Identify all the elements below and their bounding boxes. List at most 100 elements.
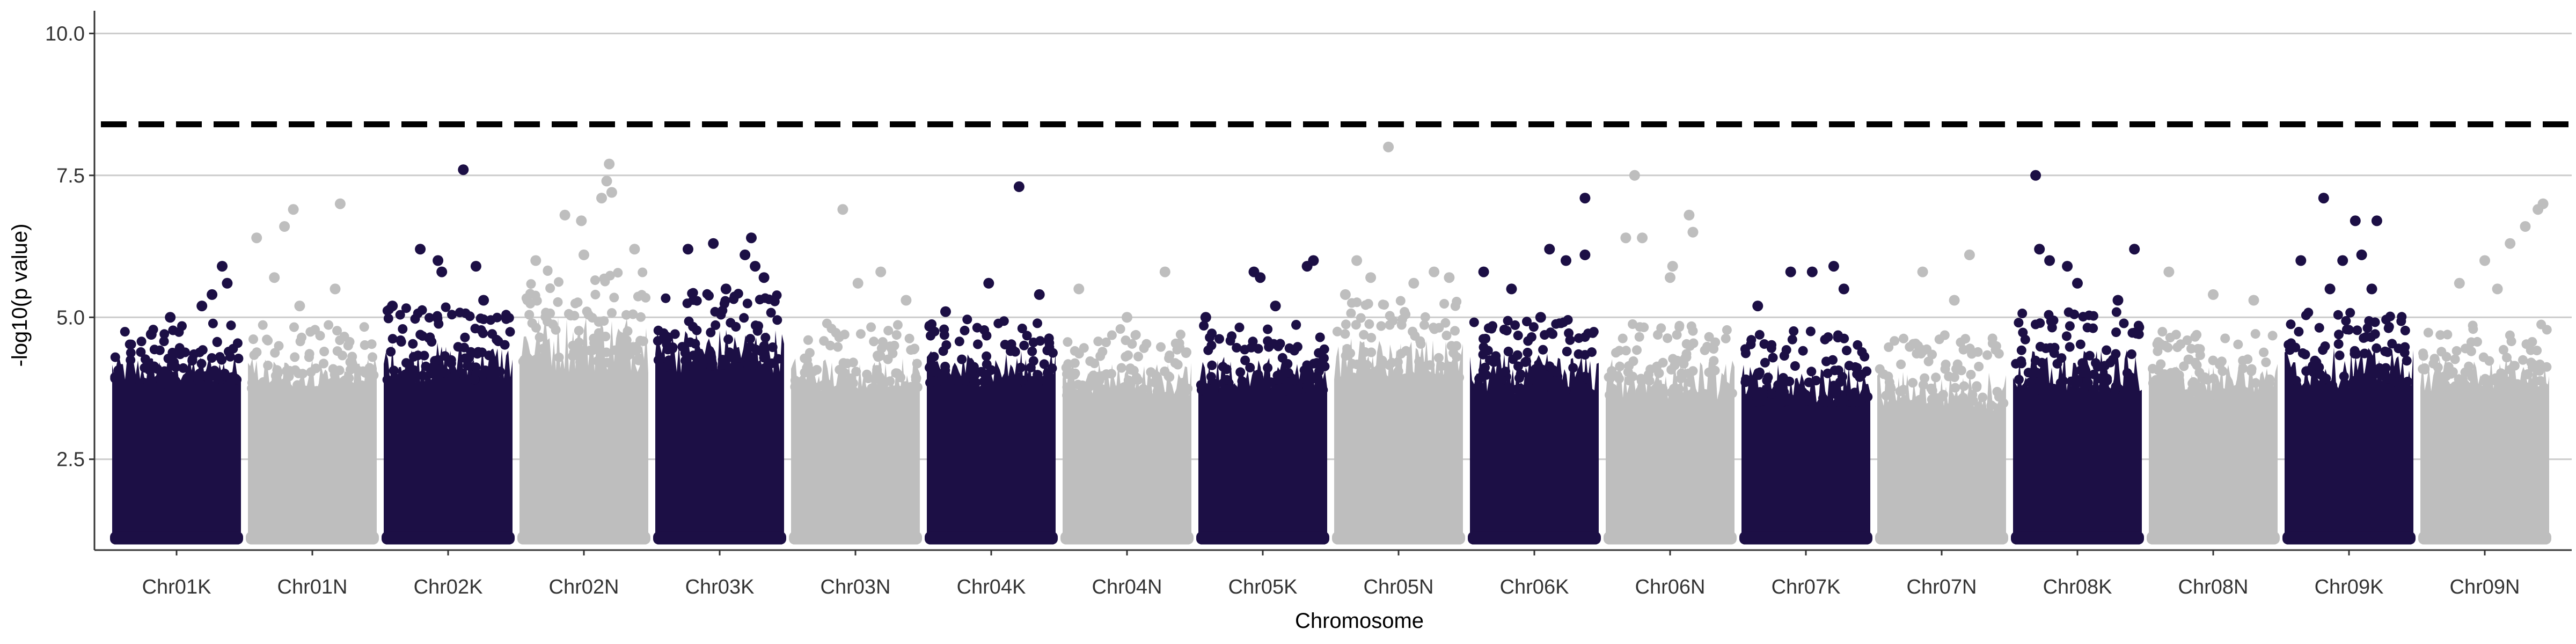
- snp-point: [2076, 365, 2086, 375]
- snp-peak-point: [415, 244, 426, 255]
- snp-point: [621, 335, 632, 345]
- snp-point: [207, 353, 217, 363]
- snp-point: [2460, 367, 2470, 377]
- snp-point: [1163, 371, 1174, 381]
- snp-point: [2536, 319, 2546, 330]
- snp-point: [1614, 374, 1624, 384]
- snp-point: [492, 334, 502, 345]
- snp-point: [1746, 339, 1756, 349]
- snp-point: [710, 306, 720, 317]
- snp-point: [1162, 391, 1173, 401]
- snp-point: [1958, 345, 1968, 355]
- snp-point: [337, 384, 347, 394]
- snp-peak-point: [596, 193, 607, 204]
- snp-point: [2267, 389, 2277, 399]
- snp-point: [2441, 371, 2451, 381]
- dense-band: [791, 358, 920, 545]
- snp-point: [1175, 330, 1185, 340]
- snp-point: [628, 342, 638, 352]
- snp-point: [2202, 375, 2213, 385]
- snp-point: [270, 371, 281, 381]
- snp-point: [772, 315, 782, 325]
- snp-point: [2362, 323, 2373, 333]
- snp-peak-point: [1408, 277, 1419, 289]
- snp-point: [531, 323, 541, 333]
- snp-point: [566, 311, 576, 321]
- snp-point: [1634, 332, 1644, 342]
- snp-peak-point: [2248, 295, 2259, 306]
- snp-point: [486, 315, 496, 325]
- snp-point: [2048, 384, 2059, 394]
- snp-point: [2016, 358, 2026, 369]
- snp-point: [1972, 381, 1982, 391]
- snp-point: [253, 380, 263, 390]
- snp-point: [745, 334, 756, 344]
- snp-point: [2398, 380, 2409, 390]
- snp-point: [1044, 333, 1054, 343]
- snp-peak-point: [330, 283, 341, 295]
- snp-point: [501, 314, 511, 324]
- snp-peak-point: [576, 215, 587, 226]
- snp-point: [1245, 362, 1255, 372]
- snp-point: [338, 350, 347, 361]
- snp-point: [1778, 373, 1788, 383]
- snp-point: [1181, 348, 1191, 358]
- snp-point: [2151, 390, 2161, 400]
- snp-point: [1063, 337, 1073, 347]
- snp-point: [2025, 377, 2036, 387]
- snp-point: [1309, 374, 1319, 384]
- snp-point: [159, 366, 170, 376]
- snp-point: [2209, 390, 2220, 400]
- x-tick-label: Chr05K: [1228, 576, 1298, 598]
- snp-point: [178, 363, 188, 373]
- snp-point: [1587, 328, 1598, 338]
- snp-point: [1607, 366, 1617, 376]
- snp-point: [526, 279, 536, 289]
- x-tick-label: Chr02K: [414, 576, 483, 598]
- snp-point: [2083, 378, 2093, 388]
- x-tick-label: Chr05N: [1364, 576, 1434, 598]
- snp-point: [653, 355, 663, 365]
- snp-point: [1315, 332, 1325, 342]
- snp-point: [1709, 356, 1719, 366]
- snp-peak-point: [2163, 266, 2175, 277]
- x-tick-label: Chr04K: [957, 576, 1026, 598]
- snp-point: [1448, 348, 1459, 358]
- snp-point: [2344, 325, 2354, 335]
- snp-point: [1401, 346, 1411, 356]
- snp-point: [2491, 376, 2501, 386]
- snp-point: [2156, 359, 2166, 369]
- snp-point: [2246, 366, 2257, 376]
- snp-point: [727, 353, 737, 363]
- snp-point: [2216, 356, 2227, 367]
- snp-peak-point: [251, 232, 262, 244]
- snp-peak-point: [983, 277, 994, 289]
- snp-point: [875, 372, 885, 382]
- snp-point: [588, 345, 598, 355]
- snp-peak-point: [1340, 289, 1351, 300]
- snp-point: [1766, 389, 1776, 399]
- snp-point: [1754, 367, 1765, 377]
- snp-point: [2359, 333, 2369, 343]
- snp-point: [1131, 372, 1141, 383]
- snp-point: [1952, 359, 1963, 369]
- snp-point: [126, 378, 136, 389]
- snp-point: [1348, 372, 1358, 383]
- snp-point: [1767, 340, 1777, 350]
- snp-point: [613, 268, 623, 278]
- snp-point: [413, 350, 423, 361]
- snp-point: [1531, 368, 1541, 378]
- dense-band: [1877, 371, 2006, 545]
- snp-peak-point: [2492, 283, 2503, 295]
- snp-point: [2352, 325, 2362, 335]
- x-tick-label: Chr04N: [1092, 576, 1162, 598]
- snp-point: [432, 311, 442, 321]
- snp-point: [320, 378, 330, 389]
- band-base: [1332, 531, 1465, 545]
- snp-point: [1759, 339, 1769, 349]
- snp-point: [704, 291, 714, 301]
- y-tick-label: 5.0: [56, 306, 85, 329]
- snp-point: [1555, 386, 1565, 396]
- snp-point: [1377, 355, 1387, 365]
- snp-point: [2418, 364, 2428, 374]
